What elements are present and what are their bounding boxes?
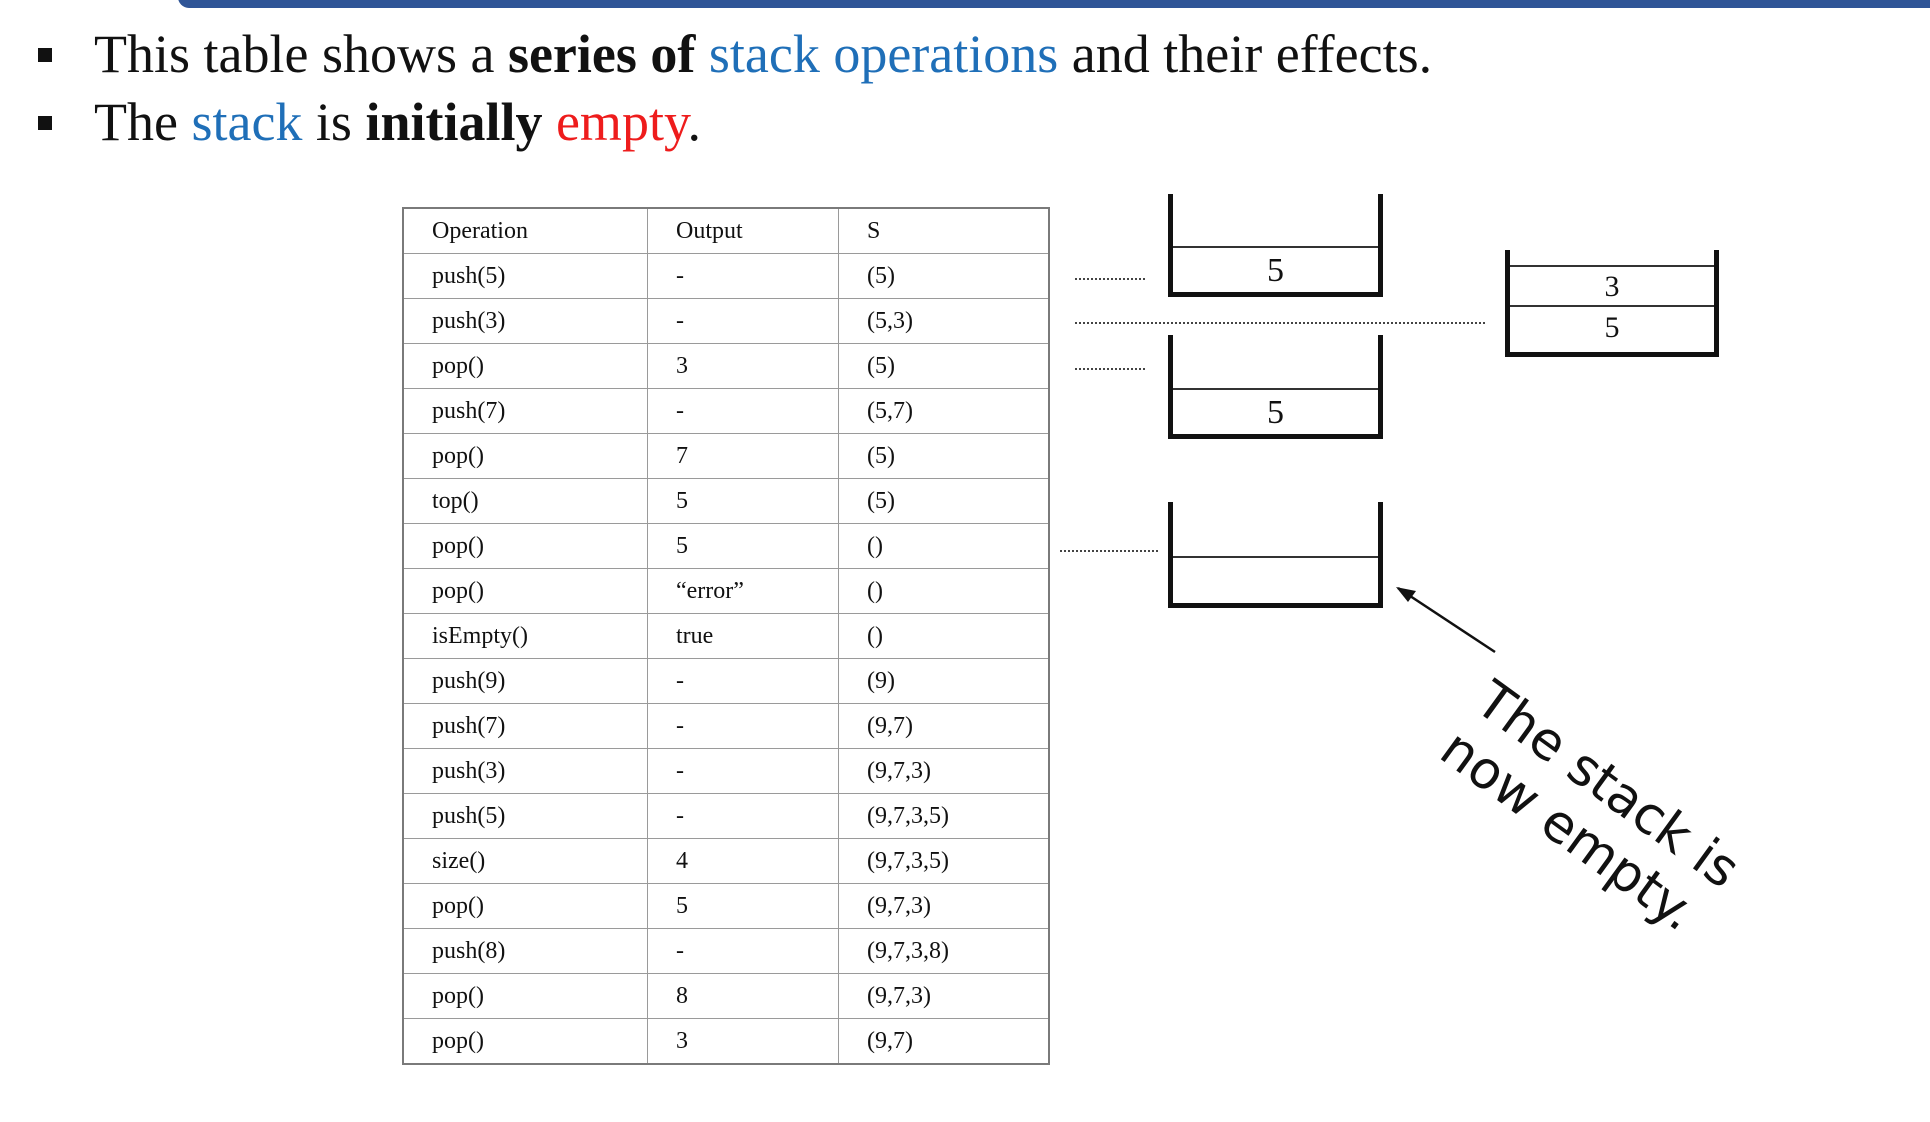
operation-cell: push(7)	[402, 388, 648, 434]
stack-state-cell: ()	[838, 568, 1050, 614]
output-cell: -	[647, 388, 839, 434]
stack-state-cell: (9,7,3)	[838, 748, 1050, 794]
table-row: pop() 7 (5)	[402, 433, 1050, 479]
output-cell: 5	[647, 478, 839, 524]
stack-state-cell: (9,7,3)	[838, 973, 1050, 1019]
stack-state-cell: ()	[838, 523, 1050, 569]
stack-diagram-4-empty	[1168, 502, 1383, 608]
operation-cell: push(7)	[402, 703, 648, 749]
output-cell: 3	[647, 343, 839, 389]
stack-diagram-3: 5	[1168, 335, 1383, 439]
output-cell: -	[647, 658, 839, 704]
output-cell: -	[647, 748, 839, 794]
table-row: pop() 8 (9,7,3)	[402, 973, 1050, 1019]
stack-slot: 3	[1510, 265, 1714, 307]
bullet-list: This table shows a series of stack opera…	[34, 20, 1432, 156]
operation-cell: Operation	[402, 207, 648, 254]
table-row: pop() 3 (9,7)	[402, 1018, 1050, 1065]
leader-line	[1075, 322, 1485, 324]
output-cell: true	[647, 613, 839, 659]
stack-state-cell: (5,7)	[838, 388, 1050, 434]
bullet-square-icon	[38, 116, 52, 130]
operation-cell: push(3)	[402, 748, 648, 794]
leader-line	[1075, 278, 1145, 280]
operation-cell: pop()	[402, 883, 648, 929]
output-cell: -	[647, 298, 839, 344]
table-row: pop() 5 (9,7,3)	[402, 883, 1050, 929]
operation-cell: pop()	[402, 1018, 648, 1065]
table-row: push(7) - (5,7)	[402, 388, 1050, 434]
table-row: pop() 5()	[402, 523, 1050, 569]
table-header-row: Operation Output S	[402, 207, 1050, 254]
stack-slot: 5	[1173, 388, 1378, 436]
operation-cell: pop()	[402, 343, 648, 389]
stack-slot: 5	[1173, 246, 1378, 294]
table-row: top() 5 (5)	[402, 478, 1050, 524]
operation-cell: push(9)	[402, 658, 648, 704]
bullet-item: This table shows a series of stack opera…	[34, 20, 1432, 88]
output-cell: 5	[647, 883, 839, 929]
leader-line	[1075, 368, 1145, 370]
operation-cell: push(5)	[402, 253, 648, 299]
table-row: push(8) - (9,7,3,8)	[402, 928, 1050, 974]
bullet-text: This table shows a series of stack opera…	[94, 24, 1433, 84]
output-cell: 5	[647, 523, 839, 569]
bullet-square-icon	[38, 48, 52, 62]
stack-state-cell: (5,3)	[838, 298, 1050, 344]
table-row: push(7) - (9,7)	[402, 703, 1050, 749]
output-cell: 4	[647, 838, 839, 884]
leader-line	[1060, 550, 1158, 552]
table-row: push(5) - (9,7,3,5)	[402, 793, 1050, 839]
stack-state-cell: (9,7,3,5)	[838, 793, 1050, 839]
table-row: isEmpty() true()	[402, 613, 1050, 659]
stack-diagram-1: 5	[1168, 194, 1383, 297]
stack-slot-empty	[1173, 556, 1378, 604]
output-cell: Output	[647, 207, 839, 254]
stack-state-cell: (5)	[838, 478, 1050, 524]
output-cell: 3	[647, 1018, 839, 1065]
stack-state-cell: (9,7,3)	[838, 883, 1050, 929]
stack-state-cell: (5)	[838, 343, 1050, 389]
output-cell: 7	[647, 433, 839, 479]
stack-state-cell: (9,7)	[838, 1018, 1050, 1065]
output-cell: 8	[647, 973, 839, 1019]
table-row: pop() 3 (5)	[402, 343, 1050, 389]
output-cell: “error”	[647, 568, 839, 614]
stack-slot: 5	[1510, 305, 1714, 349]
slide-top-bar	[178, 0, 1930, 8]
operation-cell: push(8)	[402, 928, 648, 974]
bullet-text: The stack is initially empty.	[94, 92, 701, 152]
stack-state-cell: ()	[838, 613, 1050, 659]
output-cell: -	[647, 703, 839, 749]
stack-state-cell: (9,7,3,5)	[838, 838, 1050, 884]
operation-cell: push(5)	[402, 793, 648, 839]
operation-cell: pop()	[402, 568, 648, 614]
table-row: pop() “error”()	[402, 568, 1050, 614]
output-cell: -	[647, 253, 839, 299]
table-row: push(3) - (9,7,3)	[402, 748, 1050, 794]
stack-diagram-2: 3 5	[1505, 250, 1719, 357]
table-row: push(5) - (5)	[402, 253, 1050, 299]
stack-state-cell: (5)	[838, 253, 1050, 299]
stack-state-cell: (9,7,3,8)	[838, 928, 1050, 974]
bullet-item: The stack is initially empty.	[34, 88, 1432, 156]
